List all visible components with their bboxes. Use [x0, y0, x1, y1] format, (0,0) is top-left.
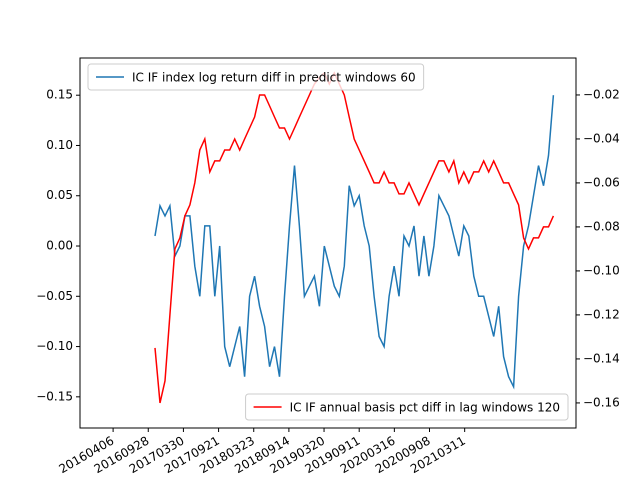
y-tick-label: 0.15 [46, 88, 73, 102]
y2-tick-label: −0.16 [583, 395, 620, 409]
y-tick-label: 0.10 [46, 138, 73, 152]
legend-label: IC IF index log return diff in predict w… [132, 71, 416, 85]
legend-box [245, 393, 569, 421]
legend-box [87, 63, 425, 91]
y2-tick-label: −0.12 [583, 307, 620, 321]
y2-tick-label: −0.04 [583, 131, 620, 145]
y2-tick-label: −0.02 [583, 87, 620, 101]
y2-tick-label: −0.08 [583, 219, 620, 233]
y2-tick-label: −0.10 [583, 263, 620, 277]
y-tick-label: −0.15 [36, 389, 73, 403]
y2-tick-label: −0.14 [583, 351, 620, 365]
y-tick-label: −0.05 [36, 289, 73, 303]
plot-frame [79, 57, 577, 429]
y-tick-label: 0.05 [46, 188, 73, 202]
legend: IC IF annual basis pct diff in lag windo… [245, 393, 569, 421]
legend-label: IC IF annual basis pct diff in lag windo… [290, 401, 560, 415]
y-tick-label: 0.00 [46, 239, 73, 253]
data-line [154, 71, 555, 404]
y2-tick-label: −0.06 [583, 175, 620, 189]
data-line [154, 95, 555, 390]
legend: IC IF index log return diff in predict w… [87, 63, 425, 91]
y-tick-label: −0.10 [36, 339, 73, 353]
